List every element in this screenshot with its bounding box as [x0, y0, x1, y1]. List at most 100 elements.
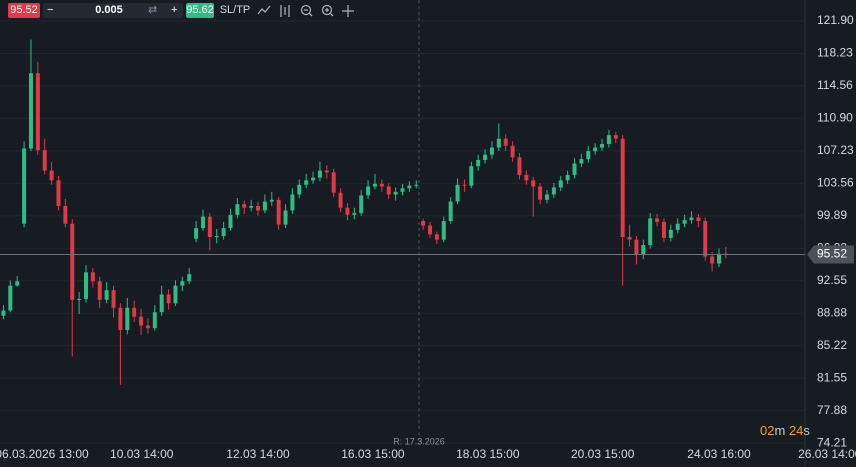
lot-size[interactable]: 0.005 [95, 4, 123, 16]
y-tick-label: 81.55 [817, 370, 847, 384]
y-tick-label: 74.21 [817, 435, 847, 449]
sell-price[interactable]: 95.52 [8, 3, 40, 18]
candle-body [517, 157, 522, 176]
candle-body [317, 170, 322, 178]
candle-body [111, 290, 116, 308]
candle-body [379, 183, 384, 187]
candle-body [441, 221, 446, 240]
candle-body [503, 138, 508, 146]
x-tick-label: 20.03 15:00 [571, 447, 635, 461]
candle-body [262, 201, 267, 211]
current-price-label: 95.52 [817, 247, 847, 261]
candle-body [70, 223, 75, 300]
candle-body [579, 159, 584, 164]
plus-button[interactable]: + [171, 4, 178, 16]
candle-body [28, 73, 33, 149]
candle-body [249, 205, 254, 208]
y-tick-label: 77.88 [817, 403, 847, 417]
candle-body [366, 186, 371, 196]
candle-body [221, 228, 226, 237]
candle-body [118, 307, 123, 330]
y-tick-label: 85.22 [817, 338, 847, 352]
x-tick-label: 26.03 14:00 [798, 447, 856, 461]
candle-body [256, 205, 261, 211]
line-tool[interactable] [257, 5, 271, 15]
candle-body [489, 147, 494, 155]
candle-body [139, 316, 144, 326]
swap-icon[interactable]: ⇄ [148, 4, 158, 16]
y-tick-label: 121.90 [817, 13, 854, 27]
x-tick-label: 10.03 14:00 [110, 447, 174, 461]
candle-body [620, 138, 625, 237]
candle-body [524, 175, 529, 181]
y-tick-label: 103.56 [817, 176, 854, 190]
candle-body [35, 73, 40, 151]
candle-body [627, 236, 632, 240]
candle-body [696, 217, 701, 222]
tool-icons [257, 4, 354, 17]
x-tick-label: 12.03 14:00 [226, 447, 290, 461]
candle-body [483, 154, 488, 160]
candle-tool[interactable] [280, 5, 290, 17]
candle-body [372, 183, 377, 187]
candle-body [510, 145, 515, 158]
candle-body [476, 159, 481, 167]
candle-body [462, 184, 467, 186]
zoom-out[interactable] [300, 4, 313, 17]
candle-body [159, 294, 164, 313]
y-tick-label: 114.56 [817, 78, 853, 92]
lot-box: − 0.005 ⇄ + [43, 3, 183, 18]
candle-body [42, 150, 47, 171]
candle-body [194, 228, 199, 239]
candle-body [551, 187, 556, 195]
candle-body [8, 285, 13, 311]
countdown-unit: s [803, 423, 810, 438]
candle-body [324, 170, 329, 173]
buy-price[interactable]: 95.62 [186, 3, 214, 18]
candle-body [600, 144, 605, 148]
candle-body [682, 220, 687, 224]
candle-body [531, 180, 536, 187]
session-label: R: 17.3.2026 [393, 436, 445, 446]
candle-body [544, 194, 549, 200]
minus-button[interactable]: − [47, 4, 54, 16]
candle-body [565, 175, 570, 181]
candle-body [675, 223, 680, 230]
candle-body [331, 172, 336, 193]
candle-body [97, 281, 102, 300]
candle-body [634, 239, 639, 255]
candle-body [586, 151, 591, 160]
x-tick-label: 18.03 15:00 [456, 447, 520, 461]
y-tick-label: 92.55 [817, 273, 847, 287]
candle-body [359, 195, 364, 214]
countdown-seconds: 24 [788, 423, 804, 438]
candle-body [538, 186, 543, 200]
candle-body [49, 170, 54, 181]
candle-body [428, 225, 433, 235]
countdown: 02m 24s [760, 423, 810, 438]
x-tick-label: 06.03.2026 13:00 [0, 447, 89, 461]
candle-body [448, 201, 453, 222]
candle-body [132, 307, 137, 317]
candle-body [648, 218, 653, 245]
candle-body [104, 290, 109, 300]
candle-body [716, 253, 721, 264]
candle-body [235, 204, 240, 215]
candle-body [269, 199, 274, 202]
y-tick-label: 118.23 [817, 46, 853, 60]
candle-body [496, 138, 501, 148]
candle-body [15, 281, 20, 286]
candle-body [1, 310, 6, 316]
zoom-in[interactable] [321, 4, 334, 17]
candle-body [207, 216, 212, 237]
candle-body [613, 135, 618, 139]
candle-body [469, 166, 474, 186]
y-tick-label: 110.90 [817, 111, 853, 125]
candle-body [77, 298, 82, 300]
candle-body [558, 180, 563, 188]
sltp-button[interactable]: SL/TP [219, 4, 251, 16]
candle-body [242, 204, 247, 208]
pan-tool[interactable] [342, 5, 354, 17]
candle-body [187, 274, 192, 282]
